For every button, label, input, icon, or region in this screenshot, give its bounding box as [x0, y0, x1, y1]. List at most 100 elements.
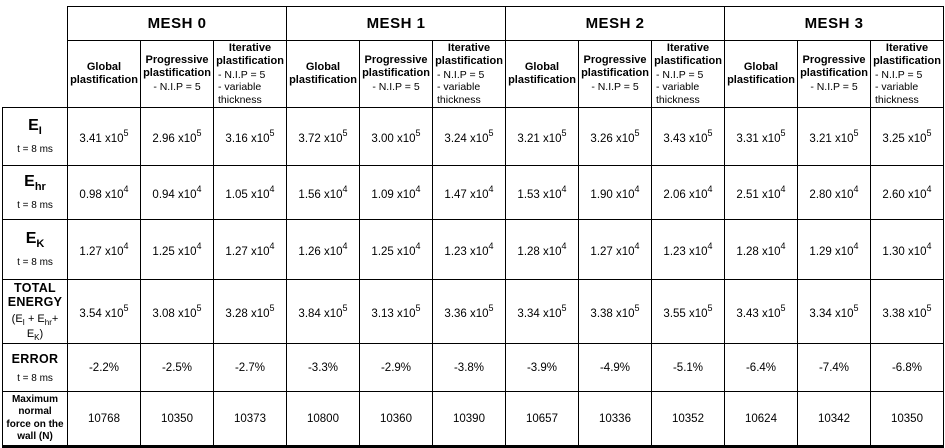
exponent: 5: [634, 127, 640, 138]
row-title-line: TOTAL: [13, 281, 56, 296]
table-cell: 3.41 x105: [67, 107, 141, 167]
mesh-header-row: MESH 0 MESH 1 MESH 2 MESH 3: [2, 6, 944, 108]
exponent: 4: [853, 240, 859, 251]
table-cell: 2.96 x105: [140, 107, 214, 167]
table-cell: 3.54 x105: [67, 279, 141, 345]
table-cell: -2.7%: [213, 343, 287, 393]
method-title: Progressive plastification: [143, 54, 211, 80]
table-cell: 1.23 x104: [432, 219, 506, 281]
exponent: 5: [342, 302, 348, 313]
table-cell: 1.26 x104: [286, 219, 360, 281]
method-detail-line: thickness: [875, 93, 919, 106]
table-cell: 10350: [870, 391, 944, 448]
row-symbol: EI: [28, 116, 42, 138]
method-header: Global plastification: [724, 39, 798, 109]
table-cell: 2.60 x104: [870, 165, 944, 221]
table-cell: 2.51 x104: [724, 165, 798, 221]
table-cell: 1.25 x104: [359, 219, 433, 281]
exponent: 4: [488, 240, 494, 251]
table-cell: 3.08 x105: [140, 279, 214, 345]
table-cell: -3.8%: [432, 343, 506, 393]
table-cell: 3.38 x105: [578, 279, 652, 345]
method-header: Global plastification: [505, 39, 579, 109]
method-details: - N.I.P = 5: [581, 81, 649, 93]
exponent: 4: [415, 183, 421, 194]
row-time-note: t = 8 ms: [17, 144, 53, 156]
row-symbol-subscript: hr: [34, 181, 46, 194]
exponent: 4: [342, 183, 348, 194]
table-cell: 3.43 x105: [651, 107, 725, 167]
method-detail-line: - N.I.P = 5: [372, 81, 420, 94]
row-time-note: t = 8 ms: [17, 372, 53, 384]
row-time-note: t = 8 ms: [17, 257, 53, 269]
exponent: 5: [634, 302, 640, 313]
row-title-line: ENERGY: [7, 295, 63, 310]
exponent: 5: [780, 302, 786, 313]
row-symbol: EK: [25, 229, 45, 251]
method-title: Iterative plastification: [873, 42, 941, 67]
method-title: Progressive plastification: [800, 54, 868, 80]
method-header: Global plastification: [67, 39, 141, 109]
table-cell: 3.28 x105: [213, 279, 287, 345]
exponent: 4: [707, 240, 713, 251]
method-detail-line: - N.I.P = 5: [437, 68, 485, 81]
row-symbol: Ehr: [24, 172, 46, 194]
method-title: Global plastification: [70, 61, 138, 87]
method-title: Global plastification: [289, 61, 357, 87]
method-title: Global plastification: [727, 61, 795, 87]
table-cell: -5.1%: [651, 343, 725, 393]
table-cell: 3.16 x105: [213, 107, 287, 167]
row-formula: (EI + Ehr+ EK): [11, 312, 59, 342]
method-title: Iterative plastification: [216, 42, 284, 67]
mesh-header: MESH 3: [724, 6, 944, 41]
table-cell: 1.28 x104: [724, 219, 798, 281]
method-detail-line: - N.I.P = 5: [218, 68, 266, 81]
table-row: EK t = 8 ms 1.27 x104 1.25 x104 1.27 x104 1.2…: [2, 219, 944, 281]
table-cell: 1.30 x104: [870, 219, 944, 281]
method-details: - N.I.P = 5: [800, 81, 868, 93]
method-detail-line: - N.I.P = 5: [810, 81, 858, 94]
method-header: Iterative plastification - N.I.P = 5- var…: [651, 39, 725, 109]
table-cell: 3.13 x105: [359, 279, 433, 345]
exponent: 5: [926, 302, 932, 313]
table-cell: 3.31 x105: [724, 107, 798, 167]
exponent: 5: [707, 127, 713, 138]
method-details: - N.I.P = 5: [362, 81, 430, 93]
table-cell: 2.06 x104: [651, 165, 725, 221]
method-detail-line: - variable: [656, 81, 700, 94]
method-header: Iterative plastification - N.I.P = 5- var…: [213, 39, 287, 109]
table-cell: 3.00 x105: [359, 107, 433, 167]
exponent: 4: [926, 240, 932, 251]
method-detail-line: - N.I.P = 5: [591, 81, 639, 94]
table-cell: 10352: [651, 391, 725, 448]
method-detail-line: - N.I.P = 5: [153, 81, 201, 94]
table-row: ERROR t = 8 ms -2.2% -2.5% -2.7% -3.3% -2.9% -3…: [2, 343, 944, 393]
row-label-error: ERROR t = 8 ms: [2, 343, 68, 393]
exponent: 4: [196, 240, 202, 251]
table-cell: 3.21 x105: [505, 107, 579, 167]
exponent: 5: [926, 127, 932, 138]
results-table: MESH 0 MESH 1 MESH 2 MESH 3 Global plastifi…: [2, 6, 944, 448]
table-cell: -2.5%: [140, 343, 214, 393]
row-title: ERROR: [11, 351, 59, 366]
table-cell: 10373: [213, 391, 287, 448]
table-cell: -4.9%: [578, 343, 652, 393]
exponent: 5: [780, 127, 786, 138]
exponent: 5: [342, 127, 348, 138]
exponent: 5: [196, 302, 202, 313]
method-details: - N.I.P = 5: [143, 81, 211, 93]
method-details: - N.I.P = 5- variable thickness: [873, 69, 941, 106]
method-detail-line: - variable: [437, 81, 481, 94]
exponent: 5: [415, 127, 421, 138]
table-cell: 10657: [505, 391, 579, 448]
table-cell: 1.27 x104: [67, 219, 141, 281]
table-cell: 3.24 x105: [432, 107, 506, 167]
table-cell: 1.25 x104: [140, 219, 214, 281]
row-label-I: EI t = 8 ms: [2, 107, 68, 167]
table-cell: -6.4%: [724, 343, 798, 393]
exponent: 5: [123, 127, 129, 138]
table-cell: 10800: [286, 391, 360, 448]
table-cell: 10390: [432, 391, 506, 448]
exponent: 5: [561, 302, 567, 313]
